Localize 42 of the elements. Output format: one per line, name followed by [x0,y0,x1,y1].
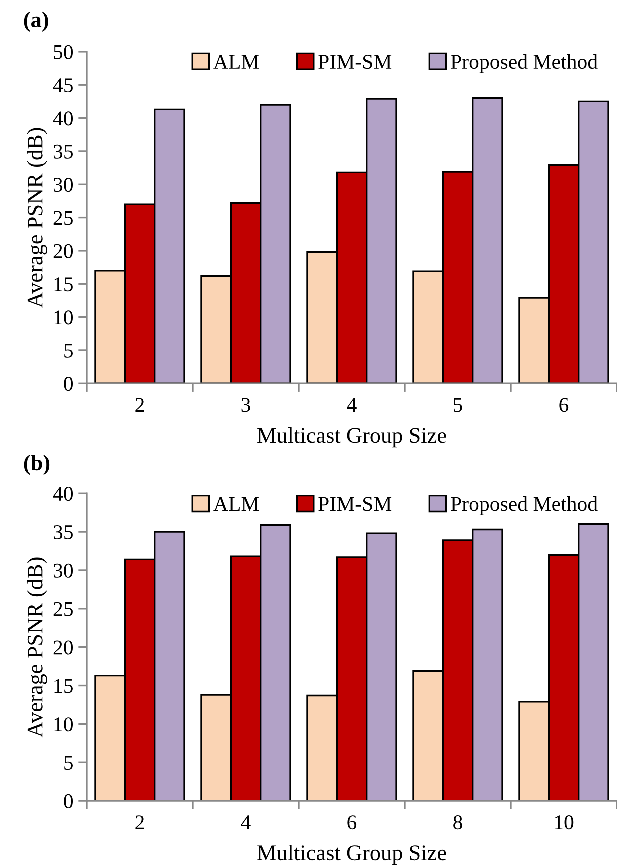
x-tick-label: 6 [560,398,569,412]
y-tick-label: 30 [54,178,74,192]
legend-label: ALM [214,55,260,69]
x-tick-label: 2 [136,816,144,830]
x-axis-title: Multicast Group Size [258,844,446,866]
x-tick-label: 6 [348,816,357,830]
legend-label: PIM-SM [318,497,392,512]
y-tick-label: 35 [54,525,73,540]
y-tick-label: 5 [64,344,73,358]
y-tick-label: 0 [64,377,74,392]
y-tick-label: 40 [53,112,74,126]
y-tick-label: 35 [54,144,73,159]
x-tick-label: 8 [454,816,462,830]
y-tick-label: 20 [54,244,74,258]
y-tick-label: 25 [54,211,73,226]
y-axis-title: Average PSNR (dB) [27,128,48,308]
legend-label: Proposed Method [451,496,598,516]
chart-title: (a) [24,12,48,32]
x-tick-label: 4 [347,398,357,412]
x-axis-title: Multicast Group Size [258,428,446,448]
y-tick-label: 30 [54,564,74,578]
y-axis-title: Average PSNR (dB) [27,558,48,738]
y-tick-label: 15 [54,679,73,694]
y-tick-label: 5 [64,756,73,770]
y-tick-label: 50 [54,45,74,60]
y-tick-label: 25 [54,602,73,616]
y-tick-label: 0 [64,794,74,808]
legend-label: Proposed Method [451,54,598,74]
y-tick-label: 10 [54,310,74,325]
x-tick-label: 10 [555,816,574,830]
x-tick-label: 2 [136,398,144,412]
legend-label: ALM [214,497,260,512]
chart-title: (b) [24,455,50,476]
x-tick-label: 5 [454,398,462,412]
legend-label: PIM-SM [318,55,392,70]
y-tick-label: 45 [53,78,73,93]
x-tick-label: 4 [241,816,251,830]
x-tick-label: 3 [242,398,250,412]
y-tick-label: 15 [54,278,73,292]
y-tick-label: 10 [54,718,74,732]
y-tick-label: 20 [54,640,74,655]
y-tick-label: 40 [53,486,74,502]
